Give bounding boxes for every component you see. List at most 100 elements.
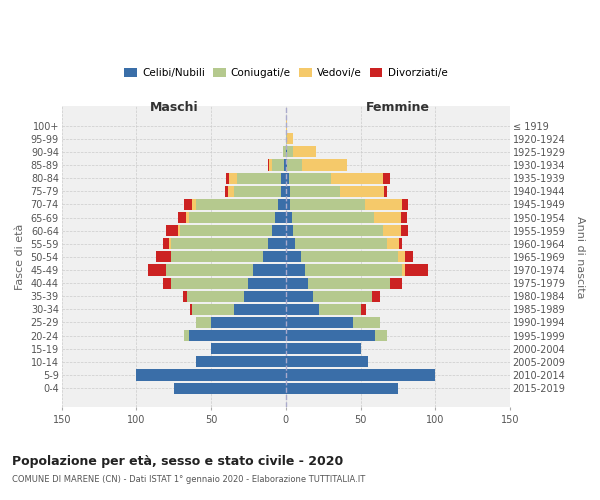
Bar	[196, 317, 211, 328]
Bar	[272, 160, 284, 170]
Bar	[191, 304, 233, 315]
Bar	[178, 225, 180, 236]
Bar	[286, 120, 287, 131]
Bar	[269, 160, 272, 170]
Bar	[286, 238, 295, 250]
Bar	[278, 199, 286, 210]
Bar	[289, 172, 331, 184]
Bar	[286, 133, 287, 144]
Bar	[287, 133, 293, 144]
Bar	[263, 252, 286, 262]
Bar	[391, 278, 403, 288]
Bar	[171, 252, 263, 262]
Bar	[281, 172, 286, 184]
Bar	[293, 225, 383, 236]
Bar	[227, 186, 233, 197]
Bar	[286, 356, 368, 368]
Bar	[383, 225, 401, 236]
Bar	[211, 317, 286, 328]
Bar	[313, 290, 373, 302]
Bar	[286, 343, 361, 354]
Bar	[236, 172, 281, 184]
Bar	[287, 146, 293, 158]
Bar	[188, 330, 286, 341]
Bar	[286, 160, 287, 170]
Text: Femmine: Femmine	[366, 101, 430, 114]
Bar	[293, 146, 316, 158]
Bar	[233, 304, 286, 315]
Bar	[286, 199, 290, 210]
Bar	[286, 172, 289, 184]
Bar	[287, 160, 302, 170]
Bar	[166, 264, 253, 276]
Bar	[233, 186, 281, 197]
Bar	[191, 199, 196, 210]
Bar	[286, 290, 313, 302]
Bar	[403, 199, 409, 210]
Bar	[340, 186, 385, 197]
Bar	[286, 317, 353, 328]
Bar	[305, 264, 403, 276]
Bar	[385, 186, 388, 197]
Bar	[244, 290, 286, 302]
Bar	[374, 212, 401, 223]
Bar	[361, 304, 367, 315]
Bar	[286, 212, 292, 223]
Bar	[178, 212, 186, 223]
Bar	[253, 264, 286, 276]
Bar	[171, 238, 268, 250]
Bar	[373, 290, 380, 302]
Bar	[163, 278, 171, 288]
Bar	[148, 264, 166, 276]
Bar	[268, 238, 286, 250]
Bar	[292, 212, 374, 223]
Y-axis label: Anni di nascita: Anni di nascita	[575, 216, 585, 298]
Bar	[290, 186, 340, 197]
Bar	[286, 304, 319, 315]
Bar	[286, 146, 287, 158]
Bar	[286, 370, 435, 380]
Bar	[184, 199, 191, 210]
Bar	[187, 290, 244, 302]
Text: Maschi: Maschi	[149, 101, 198, 114]
Bar	[183, 290, 187, 302]
Bar	[272, 225, 286, 236]
Bar	[169, 238, 171, 250]
Bar	[290, 199, 365, 210]
Bar	[180, 225, 272, 236]
Bar	[403, 264, 406, 276]
Bar	[319, 304, 361, 315]
Bar	[268, 160, 269, 170]
Bar	[281, 186, 286, 197]
Bar	[406, 252, 413, 262]
Bar	[224, 186, 227, 197]
Bar	[248, 278, 286, 288]
Bar	[383, 172, 391, 184]
Bar	[190, 304, 191, 315]
Bar	[226, 172, 229, 184]
Bar	[286, 264, 305, 276]
Bar	[301, 252, 398, 262]
Bar	[398, 252, 406, 262]
Legend: Celibi/Nubili, Coniugati/e, Vedovi/e, Divorziati/e: Celibi/Nubili, Coniugati/e, Vedovi/e, Di…	[120, 64, 452, 82]
Y-axis label: Fasce di età: Fasce di età	[15, 224, 25, 290]
Bar	[286, 278, 308, 288]
Bar	[286, 382, 398, 394]
Bar	[188, 212, 275, 223]
Bar	[196, 356, 286, 368]
Bar	[174, 382, 286, 394]
Bar	[286, 330, 376, 341]
Bar	[286, 225, 293, 236]
Bar	[401, 212, 407, 223]
Bar	[302, 160, 347, 170]
Bar	[365, 199, 403, 210]
Bar	[286, 186, 290, 197]
Bar	[295, 238, 388, 250]
Bar	[331, 172, 383, 184]
Bar	[401, 225, 409, 236]
Bar	[308, 278, 391, 288]
Bar	[196, 199, 278, 210]
Bar	[353, 317, 380, 328]
Bar	[275, 212, 286, 223]
Bar	[286, 252, 301, 262]
